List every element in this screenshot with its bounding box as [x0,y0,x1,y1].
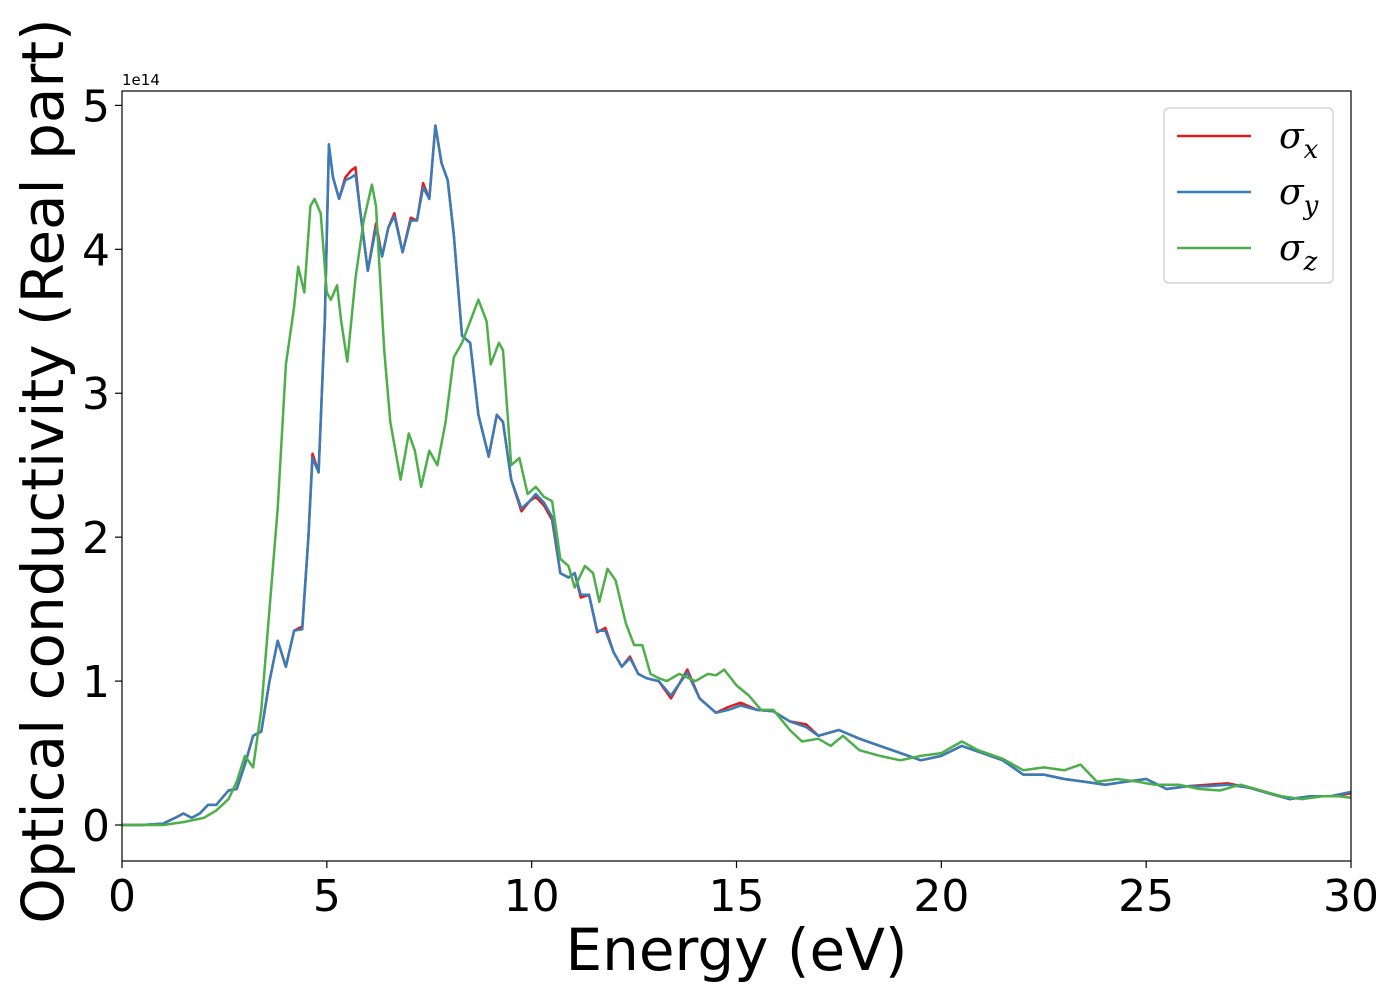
x-tick-label: 10 [504,871,560,922]
x-tick-label: 25 [1118,871,1174,922]
legend-label-x: σx [1279,116,1319,165]
series-layer [122,124,1352,827]
y-tick-label: 2 [82,513,110,564]
x-tick-label: 0 [108,871,136,922]
y-tick-label: 5 [82,81,110,132]
legend-subscript: y [1303,191,1319,221]
x-tick-label: 5 [313,871,341,922]
series-line-z [122,183,1352,827]
x-tick-label: 20 [913,871,969,922]
y-axis-label: Optical conductivity (Real part) [9,18,77,923]
y-tick-label: 3 [82,369,110,420]
x-tick-label: 15 [709,871,765,922]
legend-subscript: x [1304,135,1319,165]
y-tick-label: 4 [82,225,110,276]
y-tick-label: 0 [82,801,110,852]
series-line-y [122,124,1352,827]
legend-box [1163,107,1334,284]
legend-subscript: z [1303,247,1318,277]
x-tick-label: 30 [1323,871,1379,922]
x-axis-label: Energy (eV) [565,916,907,984]
y-tick-label: 1 [82,657,110,708]
y-offset-label: 1e14 [122,71,160,89]
ticks-layer: 0 5 10 15 20 25 30 0 1 2 3 4 5 [82,81,1379,922]
